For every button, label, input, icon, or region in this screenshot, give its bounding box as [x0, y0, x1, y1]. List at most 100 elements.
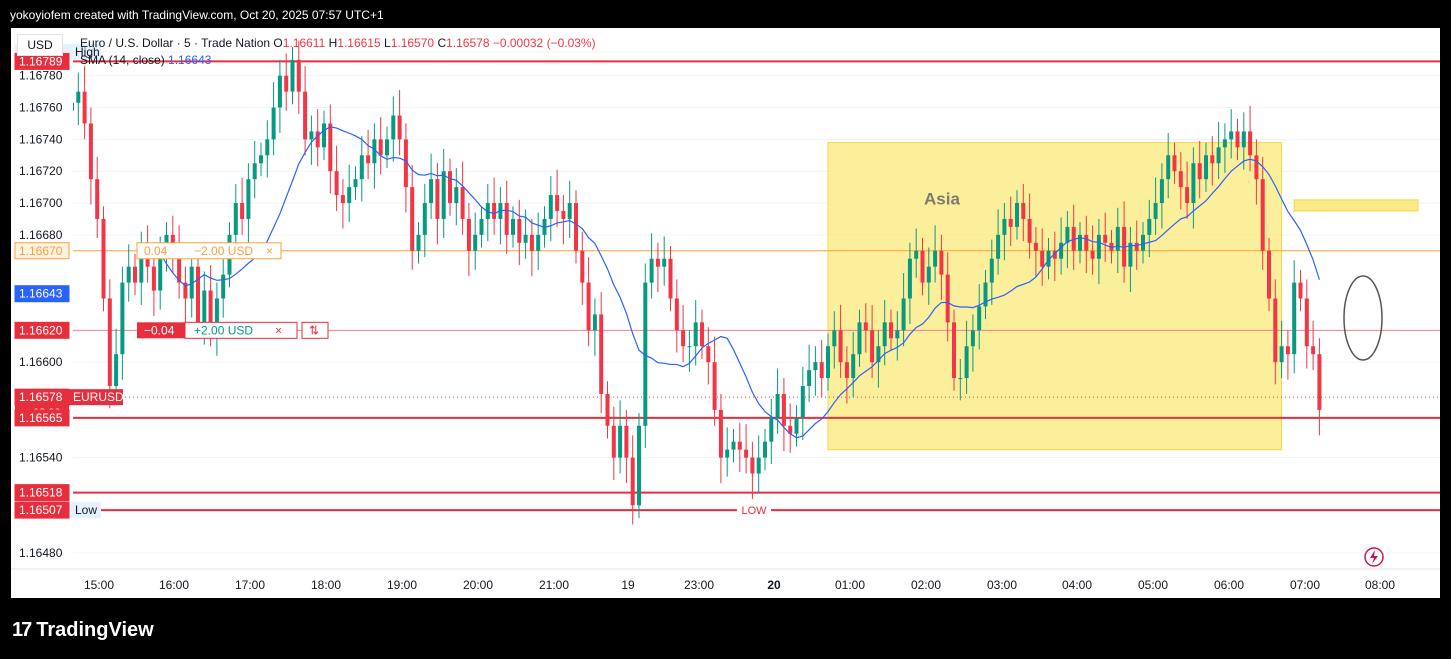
candle-body — [277, 75, 282, 108]
candle-body — [177, 250, 182, 283]
candle-body — [693, 322, 698, 347]
candle-body — [391, 115, 396, 140]
candle-body — [1222, 139, 1227, 148]
sma-label: SMA (14, close) — [80, 53, 165, 67]
candle-body — [926, 266, 931, 283]
low-annotation-bg — [737, 503, 771, 518]
candle-body — [970, 330, 975, 347]
candle-body — [126, 266, 131, 283]
brand-footer: 17 TradingView — [12, 618, 154, 642]
candle-body — [259, 155, 263, 164]
candle-body — [366, 155, 371, 164]
candle-body — [838, 330, 843, 363]
candle-body — [857, 322, 862, 355]
candle-body — [655, 258, 660, 267]
candle-body — [1210, 155, 1215, 164]
order-price-box — [14, 242, 70, 260]
candle-body — [687, 346, 692, 348]
candle-body — [435, 179, 440, 219]
candle-body — [403, 139, 408, 188]
line-price-box — [14, 321, 70, 339]
sma-line — [153, 126, 1320, 439]
currency-button[interactable]: USD — [17, 34, 63, 56]
candle-body — [460, 187, 465, 219]
candle-body — [76, 91, 81, 103]
candle-body — [120, 282, 125, 355]
candle-body — [378, 139, 383, 156]
candle-body — [876, 346, 881, 363]
candle-body — [826, 346, 830, 379]
candle-body — [523, 234, 528, 243]
candle-body — [763, 441, 767, 458]
candle-body — [214, 298, 219, 331]
candle-body — [586, 282, 591, 331]
x-tick-label: 18:00 — [311, 578, 341, 592]
caption-bar: yokoyiofem created with TradingView.com,… — [0, 0, 1451, 28]
candle-body — [819, 362, 824, 379]
candle-body — [1298, 282, 1303, 299]
candle-body — [744, 449, 749, 458]
candle-body — [983, 282, 988, 307]
candle-body — [88, 123, 93, 180]
candlestick-chart[interactable]: Asia LOW 1.16480 1.16540 1.16600 1.16680 1.167… — [11, 28, 1440, 598]
x-tick-label: 01:00 — [835, 578, 865, 592]
x-tick-label: 02:00 — [911, 578, 941, 592]
candle-body — [429, 179, 434, 204]
candle-body — [1292, 282, 1297, 355]
low-annotation: LOW — [741, 505, 767, 517]
candle-body — [536, 234, 541, 251]
candle-body — [649, 258, 654, 283]
candle-body — [290, 59, 295, 92]
open-label: O — [273, 36, 283, 50]
candle-body — [504, 203, 509, 235]
line-price-box — [14, 484, 70, 502]
low-label: L — [384, 36, 391, 50]
low-value: 1.16570 — [390, 36, 435, 50]
candle-body — [233, 203, 238, 235]
candle-body — [240, 203, 245, 219]
candle-body — [101, 218, 106, 299]
caption-text: yokoyiofem created with TradingView.com,… — [10, 8, 384, 22]
candle-body — [1267, 250, 1271, 299]
candle-body — [1153, 203, 1158, 219]
candle-body — [794, 417, 799, 434]
candle-body — [322, 123, 326, 148]
candle-body — [681, 330, 686, 347]
candle-body — [466, 218, 471, 251]
candle-body — [284, 75, 289, 92]
candle-body — [1317, 354, 1322, 410]
candle-body — [756, 457, 761, 474]
candle-body — [674, 298, 679, 331]
candle-body — [807, 370, 812, 387]
sma-legend[interactable]: SMA (14, close) 1.16643 — [80, 53, 211, 67]
candle-body — [189, 266, 194, 299]
x-tick-label: 06:00 — [1214, 578, 1244, 592]
candle-body — [529, 234, 534, 251]
chart-panel[interactable]: Asia LOW 1.16480 1.16540 1.16600 1.16680 1.167… — [11, 28, 1440, 598]
x-tick-label: 05:00 — [1138, 578, 1168, 592]
x-tick-label: 23:00 — [684, 578, 714, 592]
candle-body — [920, 250, 925, 283]
candle-body — [548, 195, 553, 219]
candle-body — [397, 115, 402, 140]
candle-body — [1311, 346, 1316, 355]
candle-body — [630, 457, 635, 506]
candle-body — [668, 258, 673, 299]
candle-body — [737, 441, 742, 450]
x-tick-label: 08:00 — [1365, 578, 1395, 592]
candle-body — [1134, 242, 1139, 251]
candle-body — [1279, 346, 1284, 363]
candle-body — [1197, 163, 1202, 180]
current-price-label: 1.16578 — [19, 390, 63, 404]
line-price-label: 1.16789 — [19, 54, 63, 68]
candle-body — [952, 322, 956, 379]
candle-body — [107, 298, 112, 387]
sma-price-label: 1.16643 — [19, 287, 63, 301]
candle-body — [1103, 234, 1108, 243]
y-tick-label: 1.16540 — [19, 451, 63, 465]
x-tick-label: 20 — [767, 578, 781, 592]
candle-body — [139, 250, 144, 283]
candle-body — [82, 91, 87, 124]
candle-body — [1229, 131, 1234, 140]
y-tick-label: 1.16680 — [19, 228, 63, 242]
